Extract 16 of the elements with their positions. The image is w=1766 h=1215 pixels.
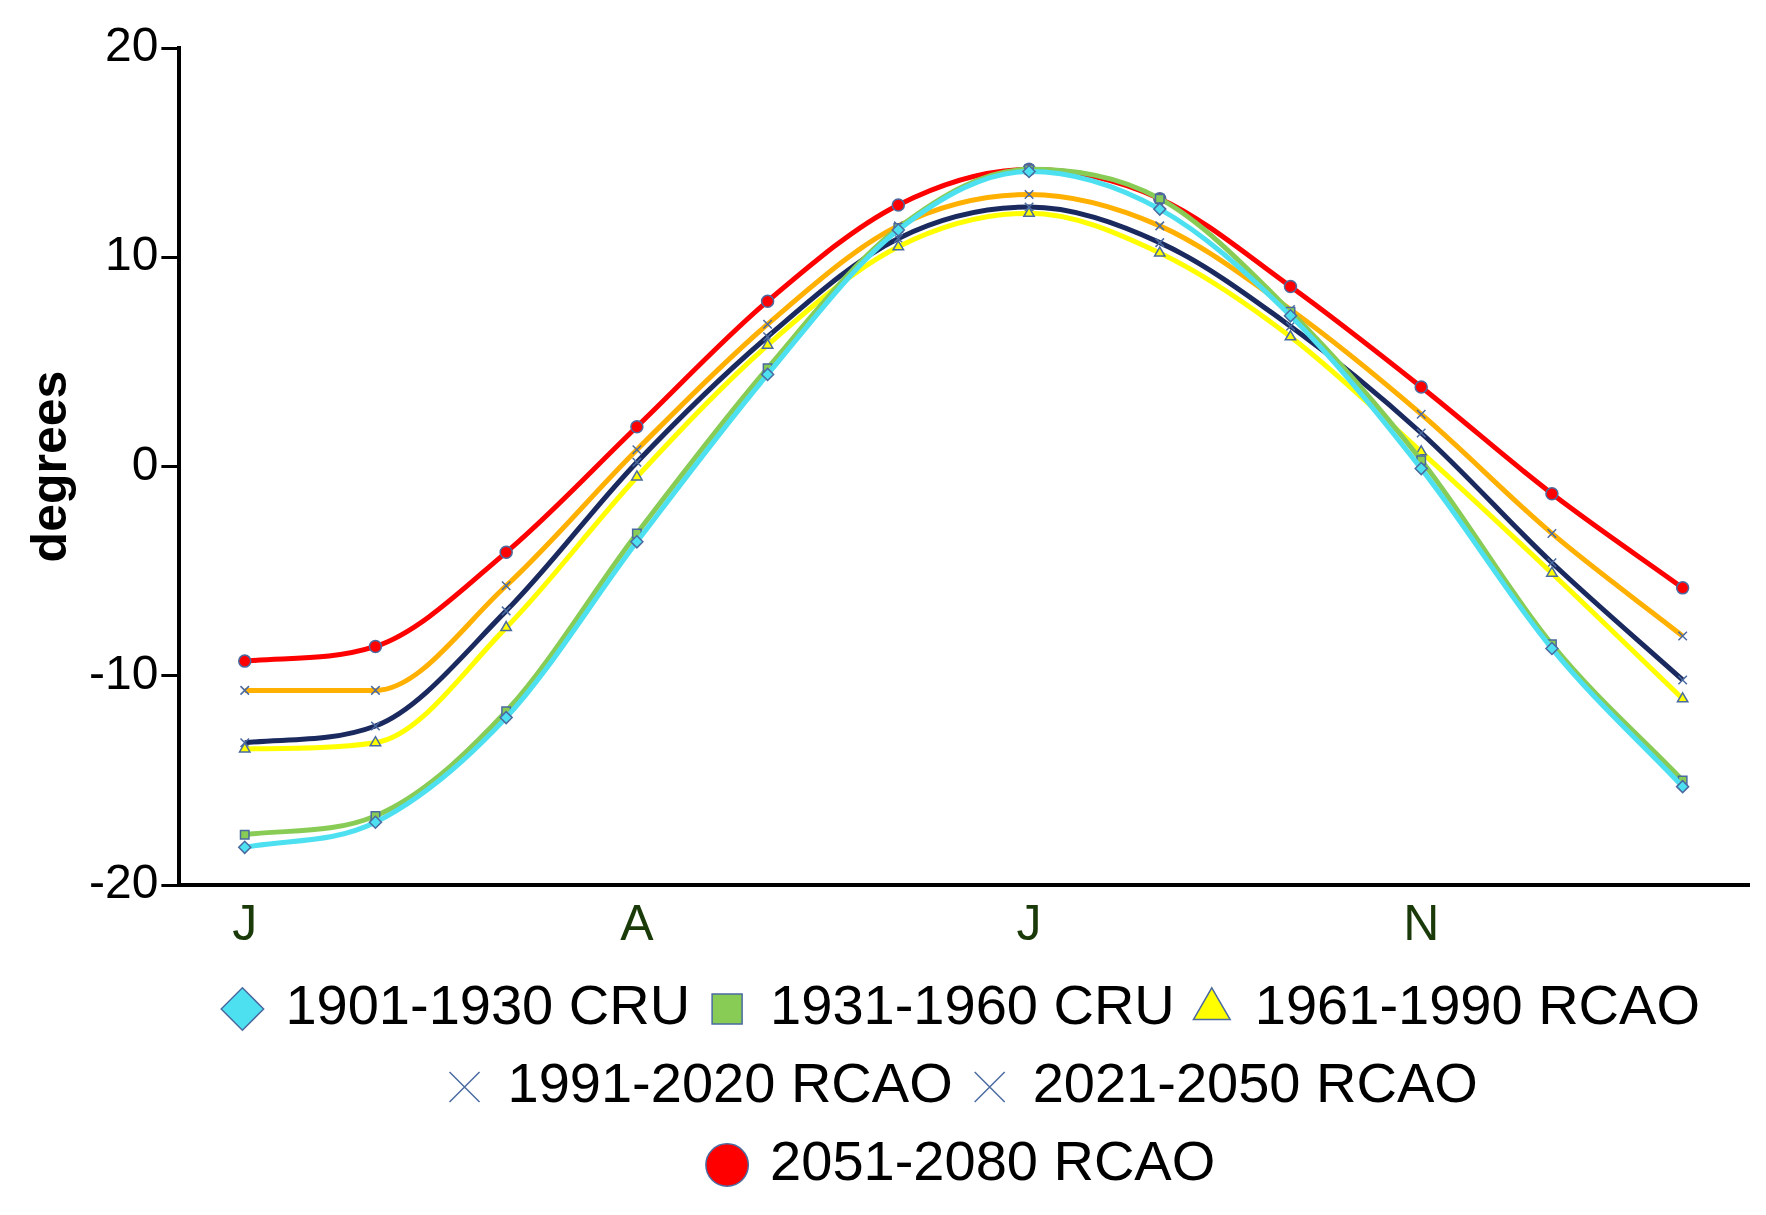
legend-label: 1931-1960 CRU xyxy=(770,973,1175,1037)
legend-label: 1961-1990 RCAO xyxy=(1254,973,1700,1037)
x-tick-label: J xyxy=(1016,894,1042,951)
x-tick-label: A xyxy=(620,894,655,951)
y-tick-label: 0 xyxy=(131,436,159,490)
y-tick-label: 20 xyxy=(104,18,159,72)
y-tick-label: 10 xyxy=(104,227,159,281)
legend-label: 2021-2050 RCAO xyxy=(1032,1051,1478,1115)
legend-label: 2051-2080 RCAO xyxy=(770,1129,1216,1193)
legend-label: 1991-2020 RCAO xyxy=(507,1051,953,1115)
legend-label: 1901-1930 CRU xyxy=(285,973,691,1037)
x-tick-label: N xyxy=(1403,894,1440,951)
x-tick-label: J xyxy=(232,894,258,951)
y-tick-label: -10 xyxy=(89,645,159,699)
y-axis-title: degrees xyxy=(20,370,77,563)
y-tick-label: -20 xyxy=(89,855,159,909)
